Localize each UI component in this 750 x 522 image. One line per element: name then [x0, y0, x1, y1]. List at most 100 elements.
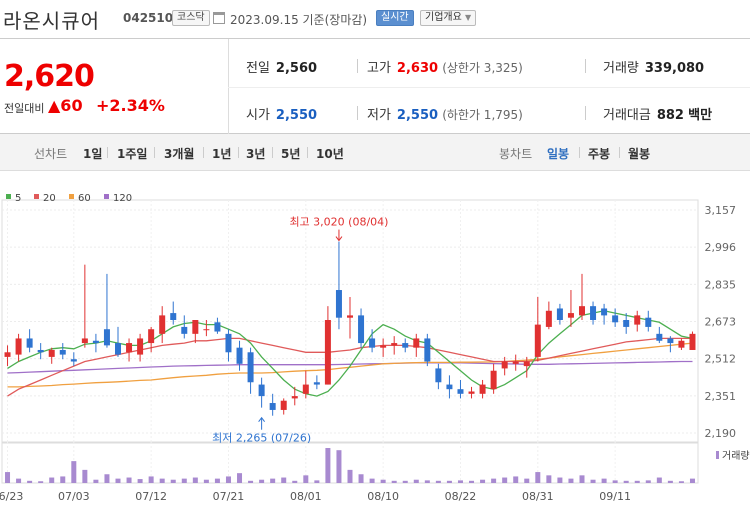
tab-monthly[interactable]: 월봉: [628, 147, 651, 161]
candle-body: [424, 338, 431, 362]
candle-body: [4, 352, 11, 357]
candle-body: [170, 313, 177, 321]
volume-bar: [612, 480, 618, 483]
amount-value: 882: [656, 108, 684, 123]
quote-panel: 2,620 전일대비 ▲60 +2.34% 전일 2,560 고가 2,630 (상…: [0, 38, 750, 135]
volume-value: 339,080: [644, 61, 705, 76]
volume-bar: [38, 481, 44, 483]
volume-bar: [435, 480, 441, 483]
divider: [228, 87, 750, 88]
current-price: 2,620: [4, 59, 95, 94]
tab-weekly[interactable]: 주봉: [588, 147, 611, 161]
y-tick-label: 2,835: [705, 278, 737, 291]
volume-bar: [49, 477, 55, 483]
tab-3month[interactable]: 3개월: [164, 147, 195, 161]
upper-limit: (상한가 3,325): [442, 61, 523, 75]
candle-body: [302, 384, 309, 394]
volume-bar: [270, 478, 276, 483]
ma5-line: [7, 310, 693, 397]
volume-bar: [491, 478, 497, 483]
trade-amount: 거래대금 882 백만: [603, 104, 712, 123]
open-label: 시가: [246, 108, 270, 123]
quote-date: 2023.09.15 기준(장마감): [230, 13, 368, 27]
tab-1year[interactable]: 1년: [212, 147, 232, 161]
tab-1week[interactable]: 1주일: [117, 147, 148, 161]
candle-body: [556, 308, 563, 321]
candlestick-chart: 3,157 2,996 2,835 2,673 2,512 2,351 2,190 06/23…: [0, 193, 750, 503]
candle-body: [291, 396, 298, 399]
candle-body: [37, 349, 44, 353]
volume-bar: [259, 479, 265, 483]
realtime-button[interactable]: 실시간: [376, 10, 414, 26]
prev-close: 전일 2,560: [246, 57, 317, 76]
tab-10year[interactable]: 10년: [316, 147, 344, 161]
volume-bar: [689, 478, 695, 483]
candle-body: [446, 384, 453, 390]
candle-body: [512, 361, 519, 364]
chevron-down-icon: ▼: [465, 13, 472, 22]
tab-3year[interactable]: 3년: [246, 147, 266, 161]
company-overview-dropdown[interactable]: 기업개요 ▼: [420, 10, 477, 26]
low-value: 2,550: [396, 108, 439, 123]
amount-unit: 백만: [688, 108, 713, 123]
volume-bar: [480, 479, 486, 483]
candle-body: [115, 343, 121, 355]
ma120-line: [7, 360, 693, 374]
candle-body: [601, 308, 608, 316]
volume-bar: [181, 478, 187, 483]
tab-line-chart[interactable]: 선차트: [34, 147, 68, 161]
volume-bar: [446, 480, 452, 483]
candle-body: [181, 326, 188, 334]
legend-swatch: [104, 194, 109, 199]
candle-body: [545, 310, 552, 327]
amount-label: 거래대금: [603, 108, 651, 123]
tab-5year[interactable]: 5년: [281, 147, 301, 161]
volume-bar: [656, 477, 662, 483]
candle-body: [634, 315, 641, 325]
low-arrow-head: [258, 416, 266, 423]
candle-body: [678, 340, 685, 348]
x-tick-label: 07/03: [58, 490, 90, 503]
divider: [107, 147, 108, 158]
volume-bar: [281, 477, 287, 483]
legend-label: 120: [113, 193, 132, 204]
tab-candle-chart[interactable]: 봉차트: [499, 147, 533, 161]
volume-bar: [148, 476, 154, 483]
volume-bar: [325, 448, 331, 483]
volume-bar: [579, 475, 585, 483]
volume: 거래량 339,080: [603, 57, 704, 76]
candle-body: [656, 333, 663, 341]
candle-body: [225, 333, 232, 353]
volume-bar: [27, 480, 33, 483]
volume-bar: [137, 479, 143, 483]
volume-bar: [601, 478, 607, 483]
legend-swatch: [6, 194, 11, 199]
tab-1day[interactable]: 1일: [83, 147, 103, 161]
candle-body: [479, 384, 486, 394]
candle-body: [148, 329, 155, 344]
candle-body: [247, 352, 254, 383]
legend-swatch: [34, 194, 39, 199]
x-tick-label: 09/11: [599, 490, 631, 503]
volume-bar: [667, 480, 673, 483]
stock-code: 042510: [123, 11, 174, 25]
divider: [203, 147, 204, 158]
volume-bar: [237, 473, 243, 483]
candle-body: [335, 290, 342, 318]
volume-label: 거래량: [603, 61, 639, 76]
volume-bar: [502, 477, 508, 483]
candle-body: [236, 347, 243, 364]
y-tick-label: 2,996: [705, 241, 737, 254]
divider: [579, 147, 580, 158]
divider: [619, 147, 620, 158]
candle-body: [590, 306, 597, 321]
x-tick-label: 08/31: [522, 490, 554, 503]
y-tick-label: 2,512: [705, 353, 737, 366]
volume-bar: [104, 474, 110, 483]
tab-daily[interactable]: 일봉: [547, 147, 570, 161]
volume-bar: [225, 476, 231, 483]
volume-bar: [535, 472, 541, 483]
divider: [585, 106, 586, 120]
candle-body: [48, 349, 55, 357]
candle-body: [402, 343, 409, 348]
